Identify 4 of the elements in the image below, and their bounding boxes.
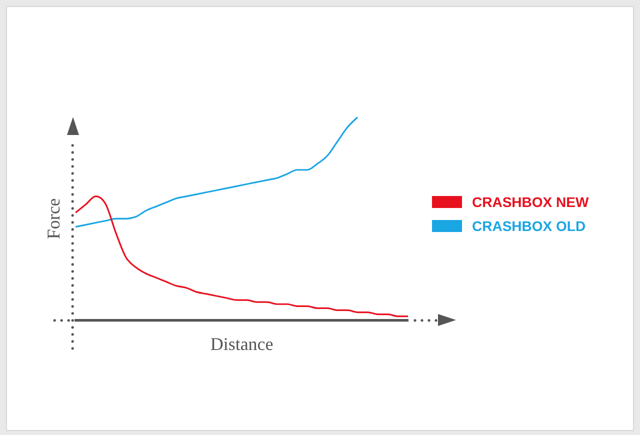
y-axis-title: Force — [44, 198, 64, 240]
legend-label: CRASHBOX NEW — [472, 194, 589, 210]
x-axis-title: Distance — [210, 334, 274, 354]
legend-label: CRASHBOX OLD — [472, 218, 586, 234]
